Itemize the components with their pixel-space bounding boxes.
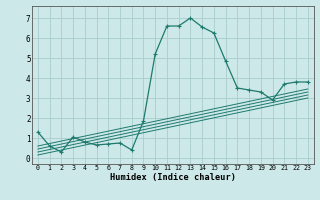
X-axis label: Humidex (Indice chaleur): Humidex (Indice chaleur) [110, 173, 236, 182]
